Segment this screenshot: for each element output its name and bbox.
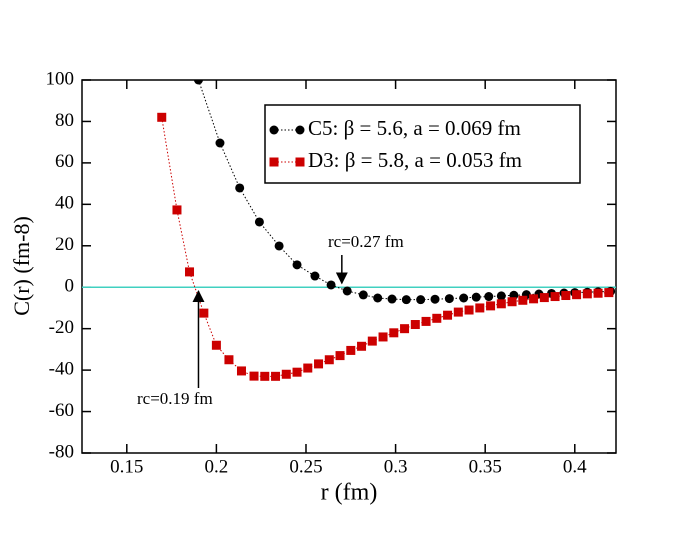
point (260, 371, 270, 381)
point (401, 295, 411, 305)
x-axis-label: r (fm) (321, 480, 378, 506)
point (507, 297, 517, 307)
point (389, 328, 399, 338)
y-tick-label: -60 (49, 400, 74, 421)
point (550, 292, 560, 302)
annotation-text: rc=0.19 fm (137, 389, 213, 408)
point (324, 355, 334, 365)
point (310, 271, 320, 281)
point (604, 288, 614, 298)
point (157, 112, 167, 122)
point (471, 292, 481, 302)
y-tick-label: 60 (55, 151, 74, 172)
point (496, 299, 506, 309)
point (387, 294, 397, 304)
point (484, 292, 494, 302)
point (185, 267, 195, 277)
x-tick-label: 0.25 (289, 456, 322, 477)
point (475, 303, 485, 313)
point (271, 371, 281, 381)
point (443, 310, 453, 320)
point (335, 351, 345, 361)
point (281, 369, 291, 379)
point (539, 293, 549, 303)
point (430, 294, 440, 304)
legend-box (264, 104, 581, 184)
x-tick-label: 0.3 (384, 456, 408, 477)
point (444, 294, 454, 304)
point (373, 293, 383, 303)
point (295, 157, 305, 167)
x-tick-label: 0.2 (205, 456, 229, 477)
point (236, 366, 246, 376)
point (421, 316, 431, 326)
point (432, 313, 442, 323)
point (346, 345, 356, 355)
point (295, 125, 305, 135)
y-tick-label: -40 (49, 358, 74, 379)
point (215, 138, 225, 148)
point (453, 307, 463, 317)
point (303, 363, 313, 373)
y-tick-label: 20 (55, 234, 74, 255)
x-tick-label: 0.4 (563, 456, 587, 477)
point (211, 340, 221, 350)
point (572, 290, 582, 300)
point (486, 301, 496, 311)
point (235, 183, 245, 193)
legend-label: D3: β = 5.8, a = 0.053 fm (308, 148, 522, 172)
point (274, 241, 284, 251)
x-tick-label: 0.15 (110, 456, 143, 477)
point (410, 320, 420, 330)
y-tick-label: -80 (49, 441, 74, 462)
point (378, 332, 388, 342)
point (464, 305, 474, 315)
y-tick-label: 100 (46, 68, 75, 89)
point (326, 280, 336, 290)
point (593, 288, 603, 298)
point (254, 217, 264, 227)
point (292, 260, 302, 270)
point (496, 291, 506, 301)
point (193, 80, 203, 85)
point (400, 324, 410, 334)
point (358, 290, 368, 300)
point (561, 291, 571, 301)
point (357, 341, 367, 351)
point (172, 205, 182, 215)
point (224, 355, 234, 365)
legend-label: C5: β = 5.6, a = 0.069 fm (308, 116, 521, 140)
point (269, 157, 279, 167)
point (518, 295, 528, 305)
point (416, 295, 426, 305)
y-tick-label: 40 (55, 193, 74, 214)
point (582, 289, 592, 299)
point (459, 293, 469, 303)
point (529, 294, 539, 304)
point (367, 336, 377, 346)
y-axis-label: C(r) (fm-8) (9, 216, 34, 316)
point (342, 286, 352, 296)
y-tick-label: 0 (65, 276, 75, 297)
annotation-text: rc=0.27 fm (328, 232, 404, 251)
point (249, 371, 259, 381)
y-tick-label: 80 (55, 110, 74, 131)
point (292, 367, 302, 377)
point (314, 359, 324, 369)
point (199, 308, 209, 318)
x-tick-label: 0.35 (469, 456, 502, 477)
y-tick-label: -20 (49, 317, 74, 338)
plot-area (157, 80, 616, 381)
point (269, 125, 279, 135)
plot-frame (81, 79, 617, 454)
